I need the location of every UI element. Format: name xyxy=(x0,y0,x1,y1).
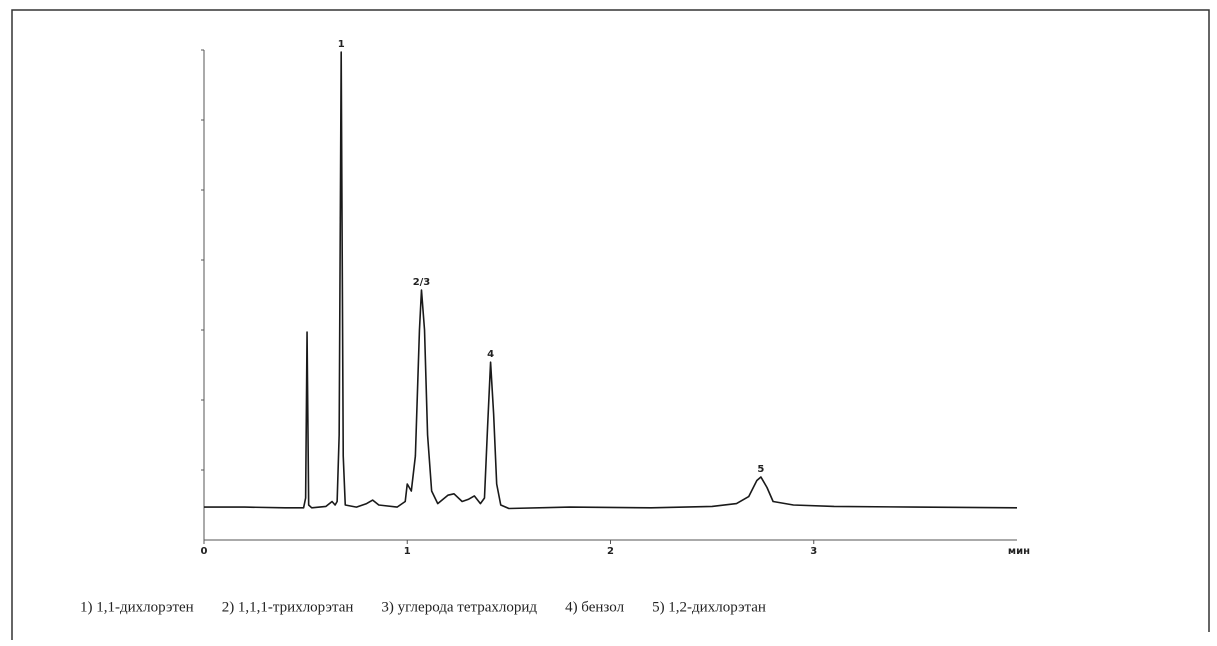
peak-label: 1 xyxy=(338,39,345,50)
caption-item: 1) 1,1-дихлорэтен xyxy=(80,599,194,615)
x-tick-label: 0 xyxy=(201,546,208,557)
x-axis-label: мин xyxy=(1008,546,1030,557)
line-series xyxy=(204,51,1018,510)
caption-item: 5) 1,2-дихлорэтан xyxy=(652,599,766,615)
peak-label: 5 xyxy=(757,464,764,475)
caption-item: 2) 1,1,1-трихлорэтан xyxy=(222,599,354,615)
peak-label: 4 xyxy=(487,349,494,360)
peak-label: 2/3 xyxy=(413,277,431,288)
x-tick-label: 1 xyxy=(404,546,411,557)
caption-item: 3) углерода тетрахлорид xyxy=(381,599,537,615)
caption-item: 4) бензол xyxy=(565,599,625,615)
x-tick-label: 2 xyxy=(607,546,614,557)
frame xyxy=(11,9,1210,640)
x-tick-label: 3 xyxy=(810,546,817,557)
